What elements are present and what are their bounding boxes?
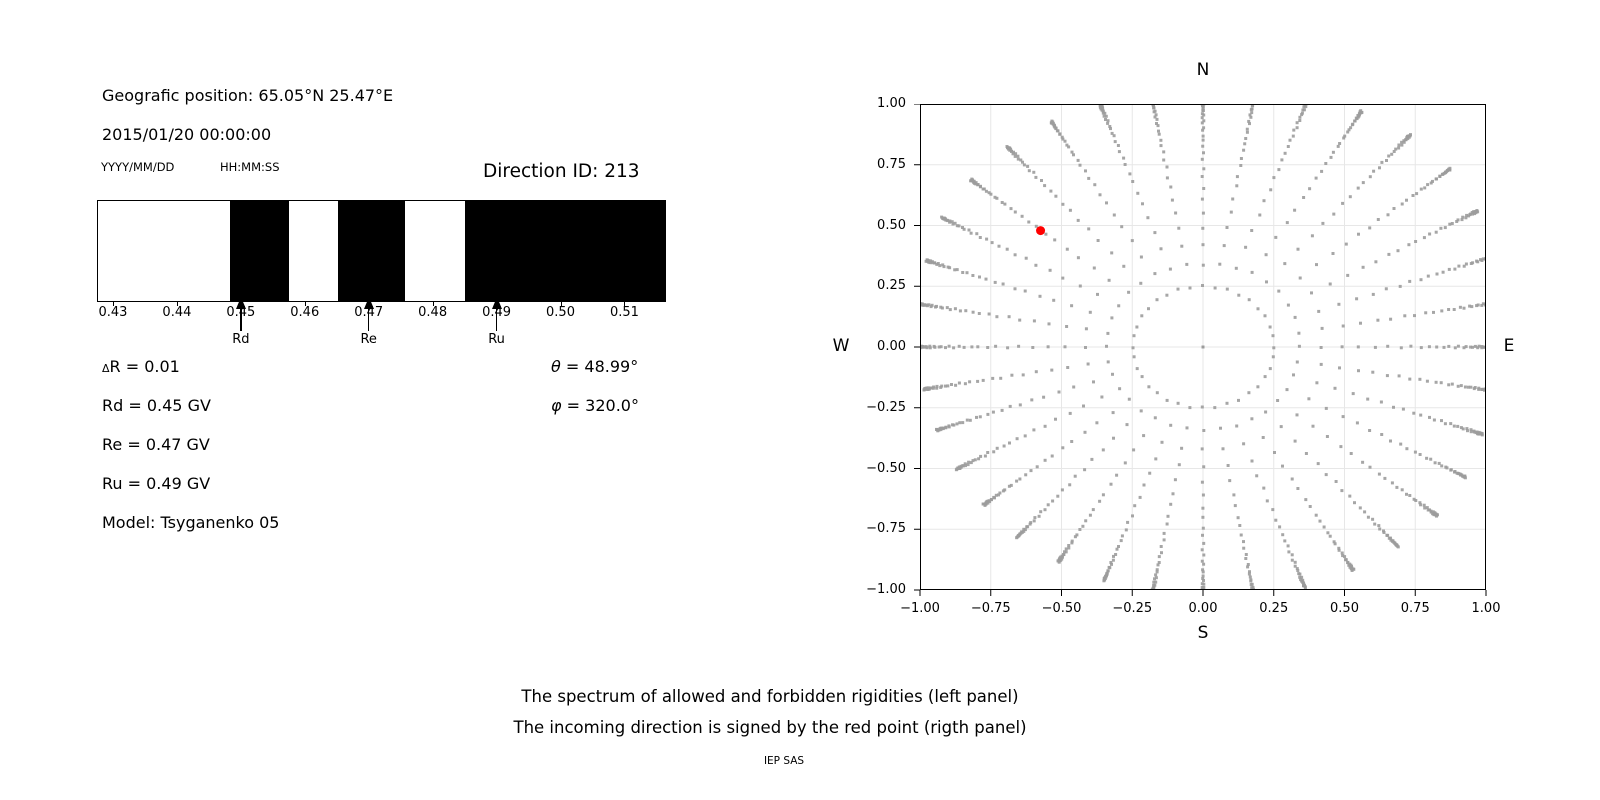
marker-label: Re xyxy=(360,332,377,347)
ru-label: Ru = 0.49 GV xyxy=(102,474,211,493)
direction-id-label: Direction ID: 213 xyxy=(483,161,640,182)
forbidden-band xyxy=(229,201,289,301)
x-tick-label: 0.50 xyxy=(546,305,575,320)
x-tick-label: 0.46 xyxy=(290,305,320,320)
y-tick-label: 0.50 xyxy=(877,217,906,233)
x-tick-mark xyxy=(624,302,626,306)
theta-symbol: θ xyxy=(551,357,561,376)
delta-r-value: R = 0.01 xyxy=(109,357,180,376)
x-tick-label: −1.00 xyxy=(900,601,940,616)
x-tick-label: 0.51 xyxy=(609,305,639,320)
x-tick-label: 1.00 xyxy=(1471,601,1501,616)
x-tick-mark xyxy=(112,302,114,306)
model-label: Model: Tsyganenko 05 xyxy=(102,513,280,532)
y-tick-label: 1.00 xyxy=(877,96,906,111)
phi-label: φ = 320.0° xyxy=(551,396,639,415)
x-tick-label: 0.50 xyxy=(1330,601,1359,616)
phi-symbol: φ xyxy=(551,396,562,415)
y-tick-label: −0.50 xyxy=(866,460,906,476)
caption-line2: The incoming direction is signed by the … xyxy=(513,718,1027,737)
x-tick-mark xyxy=(304,302,306,306)
x-tick-label: 0.25 xyxy=(1259,601,1289,616)
geographic-position-label: Geografic position: 65.05°N 25.47°E xyxy=(102,86,394,105)
x-tick-label: −0.50 xyxy=(1041,601,1082,616)
datetime-label: 2015/01/20 00:00:00 xyxy=(102,125,272,144)
y-tick-label: −1.00 xyxy=(866,582,906,597)
rd-label: Rd = 0.45 GV xyxy=(102,396,211,415)
x-tick-mark xyxy=(176,302,178,306)
x-tick-label: 0.43 xyxy=(98,305,128,320)
y-tick-label: −0.25 xyxy=(866,399,906,415)
x-tick-label: 0.75 xyxy=(1400,601,1430,616)
x-tick-mark xyxy=(432,302,434,306)
x-tick-mark xyxy=(560,302,562,306)
phi-value: = 320.0° xyxy=(566,396,639,415)
x-tick-label: 0.00 xyxy=(1188,601,1218,616)
y-tick-label: −0.75 xyxy=(866,521,906,537)
marker-label: Ru xyxy=(488,332,505,347)
y-tick-label: 0.25 xyxy=(877,278,906,294)
y-tick-label: 0.75 xyxy=(877,156,906,172)
compass-north-label: N xyxy=(1196,60,1210,80)
marker-arrow-stem xyxy=(367,308,370,331)
red-direction-point xyxy=(1036,226,1046,236)
forbidden-band xyxy=(338,201,405,301)
compass-east-label: E xyxy=(1503,336,1515,356)
direction-dots xyxy=(920,104,1486,590)
delta-r-label: ΔR = 0.01 xyxy=(102,357,180,378)
time-format-label: HH:MM:SS xyxy=(220,160,280,174)
date-format-label: YYYY/MM/DD xyxy=(101,160,175,174)
marker-arrow-icon xyxy=(235,297,246,309)
rigidity-spectrum-plot xyxy=(97,200,666,302)
direction-map-plot xyxy=(914,104,1487,596)
x-tick-label: −0.75 xyxy=(970,601,1011,616)
marker-arrow-icon xyxy=(491,297,502,309)
marker-arrow-icon xyxy=(363,297,374,309)
delta-symbol: Δ xyxy=(102,362,110,375)
marker-label: Rd xyxy=(232,332,250,347)
plot-border xyxy=(920,104,1486,590)
compass-west-label: W xyxy=(832,336,850,356)
marker-arrow-stem xyxy=(240,308,242,331)
compass-south-label: S xyxy=(1197,623,1209,643)
x-tick-label: −0.25 xyxy=(1112,601,1153,616)
caption-line1: The spectrum of allowed and forbidden ri… xyxy=(521,687,1019,706)
y-tick-label: 0.00 xyxy=(877,339,906,354)
marker-arrow-stem xyxy=(495,308,498,331)
forbidden-band xyxy=(464,201,665,301)
theta-label: θ = 48.99° xyxy=(551,357,638,376)
theta-value: = 48.99° xyxy=(565,357,639,376)
x-tick-label: 0.48 xyxy=(418,305,448,320)
x-tick-label: 0.44 xyxy=(162,305,192,320)
credit-label: IEP SAS xyxy=(763,755,805,767)
re-label: Re = 0.47 GV xyxy=(102,435,210,454)
